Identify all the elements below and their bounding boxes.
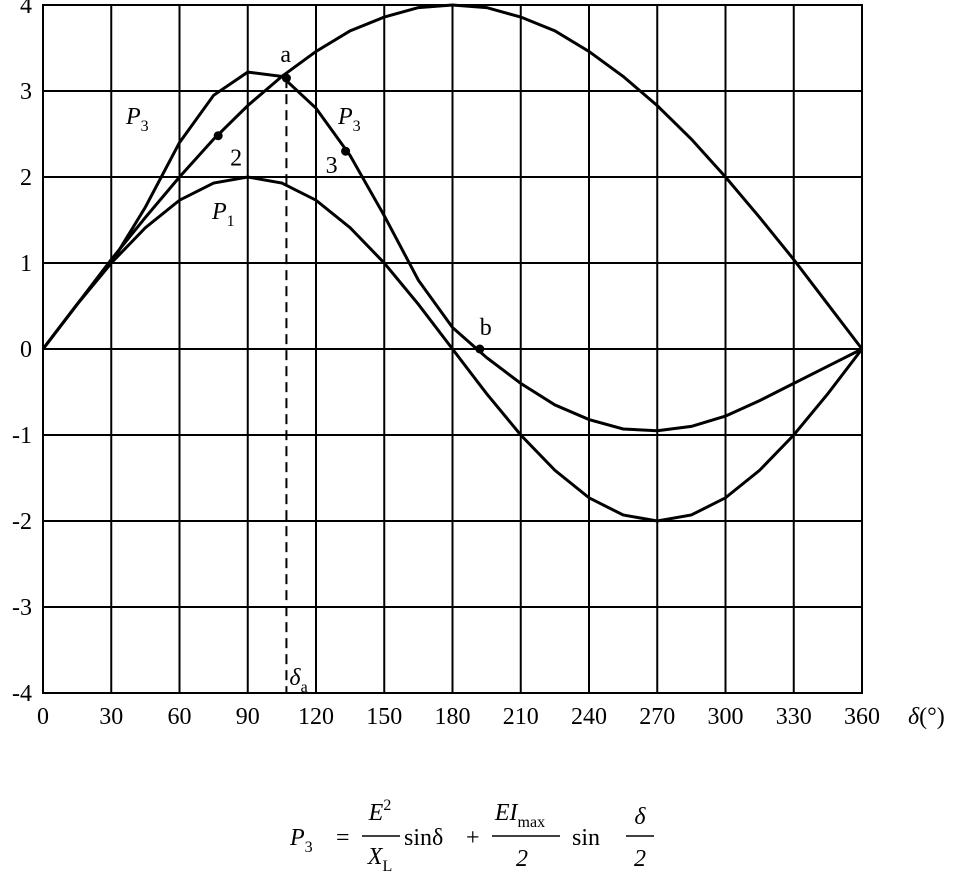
curve-label: P3 <box>337 104 361 135</box>
x-tick-label: 30 <box>99 704 123 730</box>
x-tick-label: 180 <box>435 704 471 730</box>
x-tick-label: 270 <box>639 704 675 730</box>
point <box>281 73 291 83</box>
curve-label-part: P <box>125 104 141 130</box>
x-tick-label: 360 <box>844 704 880 730</box>
x-tick-label: 0 <box>37 704 49 730</box>
formula-num-part: 2 <box>383 797 391 814</box>
point-label: a <box>280 42 291 68</box>
formula-num-part: E <box>368 800 384 826</box>
formula-lhs-part: 3 <box>305 839 313 856</box>
formula-num-part: max <box>518 814 546 831</box>
x-axis-label-part: (°) <box>919 704 945 730</box>
y-tick-label: -4 <box>12 681 32 707</box>
x-tick-label: 300 <box>708 704 744 730</box>
y-tick-label: -1 <box>12 423 32 449</box>
x-axis-label-part: δ <box>908 704 920 730</box>
formula-num: δ <box>634 804 646 830</box>
curve-label-part: 1 <box>227 213 235 230</box>
formula-term: sin <box>572 825 600 851</box>
x-axis-label: δ(°) <box>908 704 945 730</box>
point <box>341 146 351 156</box>
point-label: b <box>480 315 492 341</box>
formula-den: 2 <box>634 846 646 872</box>
y-tick-label: 1 <box>20 251 32 277</box>
y-tick-label: 0 <box>20 337 32 363</box>
formula-den-part: X <box>367 844 384 870</box>
formula-eq: = <box>336 825 350 851</box>
y-tick-label: 3 <box>20 79 32 105</box>
curve-label-part: P <box>211 199 227 225</box>
formula-plus: + <box>466 825 480 851</box>
curve-label: P3 <box>125 104 149 135</box>
delta-a-label-part: δ <box>289 665 301 691</box>
curve-label-part: P <box>337 104 353 130</box>
x-tick-label: 60 <box>168 704 192 730</box>
curve <box>41 175 864 523</box>
x-tick-label: 120 <box>298 704 334 730</box>
curve-label: P1 <box>211 199 235 230</box>
formula-num-part: EI <box>494 800 519 826</box>
point-label: 2 <box>230 146 242 172</box>
x-tick-label: 330 <box>776 704 812 730</box>
point <box>213 131 223 141</box>
x-tick-label: 210 <box>503 704 539 730</box>
point <box>475 344 485 354</box>
curve-label-part: 3 <box>141 118 149 135</box>
formula-den: XL <box>367 844 392 875</box>
y-tick-label: 4 <box>20 0 32 19</box>
formula-num: EImax <box>494 800 545 831</box>
formula-lhs-part: P <box>289 825 305 851</box>
curve <box>41 70 863 433</box>
curve <box>41 3 864 350</box>
delta-a-label: δa <box>289 665 307 696</box>
curve-label-part: 3 <box>353 118 361 135</box>
y-tick-label: 2 <box>20 165 32 191</box>
formula-num: E2 <box>368 797 392 826</box>
y-tick-label: -2 <box>12 509 32 535</box>
x-tick-label: 240 <box>571 704 607 730</box>
x-tick-label: 90 <box>236 704 260 730</box>
delta-a-label-part: a <box>301 679 308 696</box>
formula-lhs: P3 <box>289 825 313 856</box>
x-tick-label: 150 <box>366 704 402 730</box>
formula-term: sinδ <box>404 825 443 851</box>
formula-den-part: L <box>382 858 392 875</box>
y-tick-label: -3 <box>12 595 32 621</box>
point-label: 3 <box>326 153 338 179</box>
formula-den: 2 <box>516 846 528 872</box>
